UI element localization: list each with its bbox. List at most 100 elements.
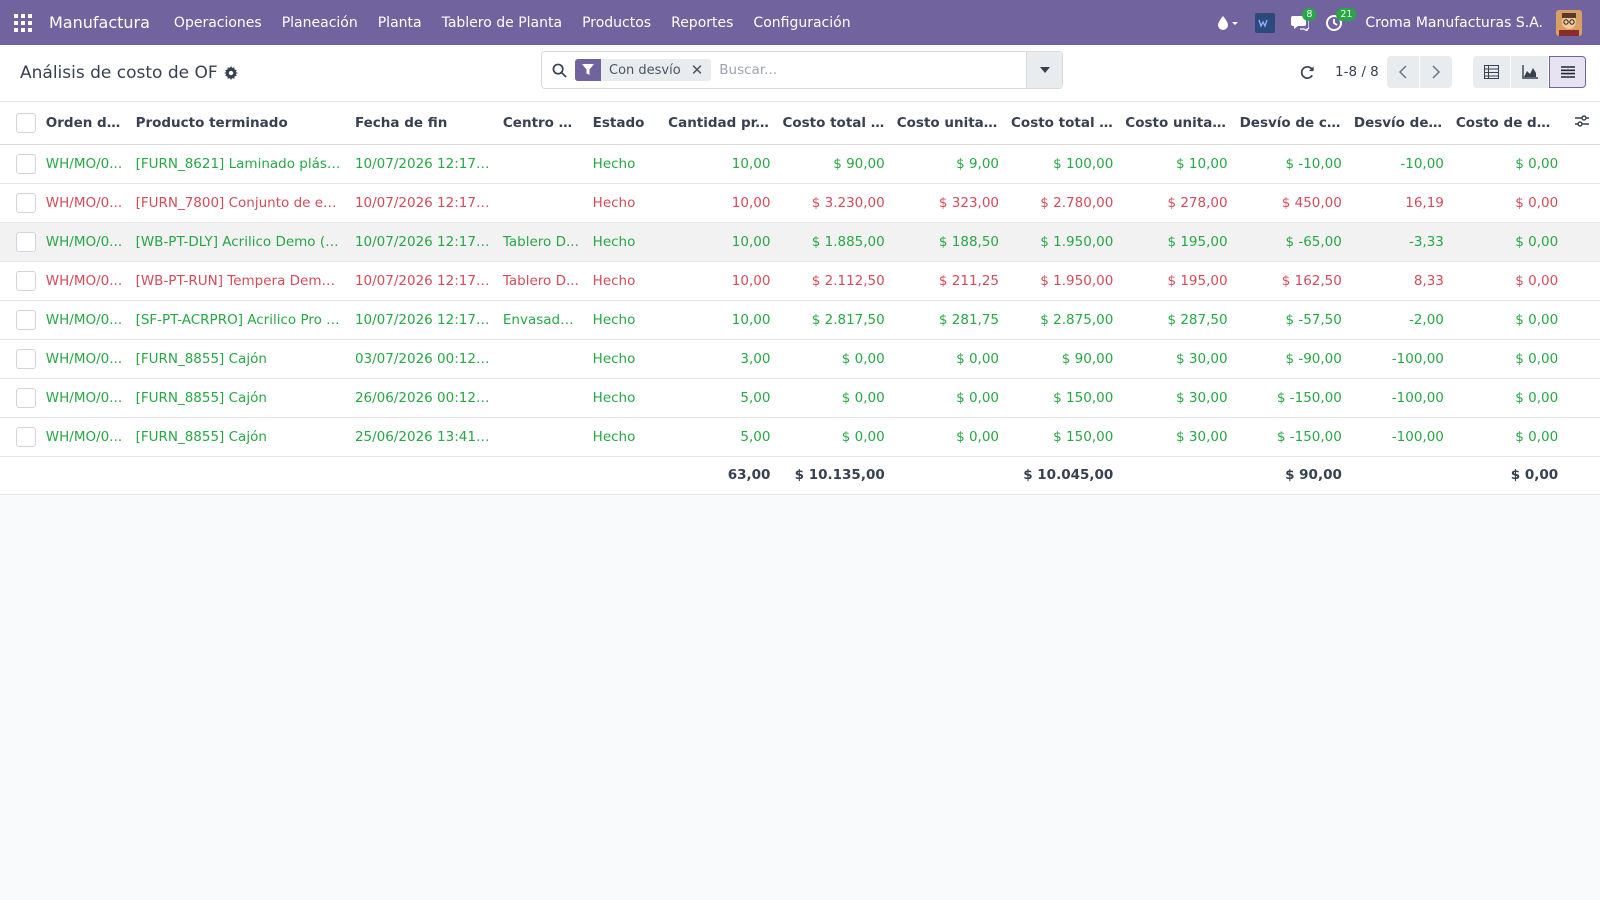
gear-icon[interactable] [223,66,238,80]
row-checkbox[interactable] [16,387,36,408]
column-header[interactable]: Cantidad pr... [662,102,777,145]
column-header[interactable]: Costo unitari... [1119,102,1234,145]
apps-menu-icon[interactable] [0,0,45,45]
company-switcher[interactable]: Croma Manufacturas S.A. [1365,14,1543,31]
expected-unit-cost-cell: $ 195,00 [1119,222,1234,262]
area-chart-icon [1521,65,1538,79]
cost-deviation-cell: $ -57,50 [1233,300,1348,340]
row-checkbox[interactable] [16,348,36,369]
activities-clock-icon[interactable]: 21 [1317,0,1357,45]
caret-down-icon [1039,67,1050,73]
state-cell: Hecho [586,300,663,340]
column-header[interactable]: Centro de... [496,102,587,145]
table-row[interactable]: WH/MO/0... [SF-PT-ACRPRO] Acrilico Pro D.… [0,300,1600,340]
menu-reportes[interactable]: Reportes [671,14,734,31]
row-checkbox[interactable] [16,270,36,291]
product-cell: [FURN_8621] Laminado plástic... [129,144,349,184]
total-quantity: 63,00 [662,456,777,495]
menu-productos[interactable]: Productos [582,14,652,31]
expected-unit-cost-cell: $ 278,00 [1119,183,1234,223]
work-center-cell [496,339,587,379]
menu-configuracion[interactable]: Configuración [753,14,851,31]
product-cell: [WB-PT-RUN] Tempera Demo (... [129,261,349,301]
state-cell: Hecho [586,222,663,262]
column-header[interactable]: Desvío de cos... [1233,102,1348,145]
table-row[interactable]: WH/MO/0... [WB-PT-DLY] Acrilico Demo (de.… [0,222,1600,262]
quantity-cell: 10,00 [662,300,777,340]
column-header[interactable]: Fecha de fin [348,102,497,145]
real-total-cost-cell: $ 0,00 [776,417,891,457]
optional-columns-toggle[interactable] [1564,102,1600,145]
row-checkbox[interactable] [16,426,36,447]
table-row[interactable]: WH/MO/0... [FURN_7800] Conjunto de escr..… [0,183,1600,223]
menu-operaciones[interactable]: Operaciones [173,14,262,31]
state-cell: Hecho [586,144,663,184]
real-total-cost-cell: $ 0,00 [776,339,891,379]
table-row[interactable]: WH/MO/0... [FURN_8855] Cajón 25/06/2026 13… [0,417,1600,457]
column-header[interactable]: Costo total (e... [1005,102,1120,145]
column-header[interactable]: Costo unitari... [890,102,1006,145]
deviation-percent-cell: -2,00 [1347,300,1450,340]
menu-planeacion[interactable]: Planeación [281,14,358,31]
search-options-toggle[interactable] [1026,52,1062,88]
list-view-button[interactable] [1549,56,1586,88]
website-app-icon[interactable] [1247,0,1283,45]
column-header[interactable]: Costo total (r... [776,102,891,145]
column-header[interactable]: Estado [586,102,663,145]
order-cell: WH/MO/0... [39,183,130,223]
deviation-cost-cell: $ 0,00 [1449,417,1565,457]
deviation-percent-cell: 16,19 [1347,183,1450,223]
search-input[interactable] [719,62,1010,78]
order-cell: WH/MO/0... [39,300,130,340]
real-total-cost-cell: $ 2.112,50 [776,261,891,301]
work-center-cell [496,417,587,457]
menu-tablero-de-planta[interactable]: Tablero de Planta [441,14,563,31]
real-total-cost-cell: $ 2.817,50 [776,300,891,340]
app-name[interactable]: Manufactura [49,13,150,32]
pager-previous-button[interactable] [1386,56,1419,88]
total-cost-deviation: $ 90,00 [1233,456,1348,495]
row-checkbox[interactable] [16,309,36,330]
real-unit-cost-cell: $ 188,50 [890,222,1006,262]
quantity-cell: 5,00 [662,417,777,457]
row-checkbox[interactable] [16,153,36,174]
table-row[interactable]: WH/MO/0... [WB-PT-RUN] Tempera Demo (... 1… [0,261,1600,301]
column-header[interactable]: Producto terminado [129,102,349,145]
pager-next-button[interactable] [1419,56,1452,88]
graph-view-button[interactable] [1511,56,1548,88]
column-header[interactable]: Costo de des... [1449,102,1565,145]
quantity-cell: 5,00 [662,378,777,418]
filter-icon [575,59,601,81]
real-total-cost-cell: $ 1.885,00 [776,222,891,262]
cost-deviation-cell: $ -65,00 [1233,222,1348,262]
pager-value[interactable]: 1-8 / 8 [1335,64,1379,80]
column-header[interactable]: Desvío de c... [1347,102,1450,145]
messages-icon[interactable]: 8 [1283,0,1317,45]
debug-drop-icon[interactable] [1209,0,1247,45]
real-unit-cost-cell: $ 323,00 [890,183,1006,223]
quantity-cell: 10,00 [662,222,777,262]
remove-facet-icon[interactable]: ✕ [690,61,704,79]
real-unit-cost-cell: $ 9,00 [890,144,1006,184]
refresh-icon[interactable] [1300,65,1315,80]
filter-facet[interactable]: Con desvío ✕ [575,59,712,81]
deviation-percent-cell: -100,00 [1347,339,1450,379]
select-all-checkbox[interactable] [16,112,36,133]
pivot-view-button[interactable] [1473,56,1510,88]
real-unit-cost-cell: $ 281,75 [890,300,1006,340]
table-row[interactable]: WH/MO/0... [FURN_8621] Laminado plástic..… [0,144,1600,184]
deviation-cost-cell: $ 0,00 [1449,222,1565,262]
row-checkbox[interactable] [16,231,36,252]
table-row[interactable]: WH/MO/0... [FURN_8855] Cajón 03/07/2026 00… [0,339,1600,379]
table-row[interactable]: WH/MO/0... [FURN_8855] Cajón 26/06/2026 00… [0,378,1600,418]
column-header[interactable]: Orden de ... [39,102,130,145]
chevron-right-icon [1432,65,1440,79]
product-cell: [FURN_8855] Cajón [129,417,349,457]
user-avatar[interactable] [1556,9,1582,36]
cost-deviation-cell: $ 450,00 [1233,183,1348,223]
menu-planta[interactable]: Planta [377,14,422,31]
main-menu: Operaciones Planeación Planta Tablero de… [164,15,861,31]
row-checkbox[interactable] [16,192,36,213]
sliders-icon [1575,115,1590,127]
expected-total-cost-cell: $ 100,00 [1005,144,1120,184]
